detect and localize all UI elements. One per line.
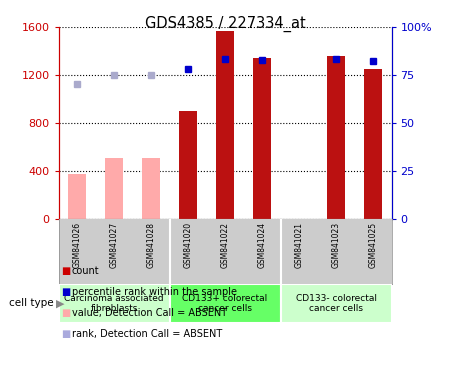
Bar: [253, 58, 271, 219]
Text: ■: ■: [61, 308, 70, 318]
Text: GSM841022: GSM841022: [220, 222, 230, 268]
Text: count: count: [72, 266, 99, 276]
FancyBboxPatch shape: [58, 284, 170, 323]
Bar: [179, 111, 197, 219]
Text: GSM841026: GSM841026: [72, 222, 81, 268]
Text: ■: ■: [61, 287, 70, 297]
Text: ■: ■: [61, 266, 70, 276]
Text: GSM841020: GSM841020: [184, 222, 193, 268]
Text: Carcinoma associated
fibroblasts: Carcinoma associated fibroblasts: [64, 294, 164, 313]
Text: GDS4385 / 227334_at: GDS4385 / 227334_at: [144, 15, 306, 31]
FancyBboxPatch shape: [280, 284, 392, 323]
Text: rank, Detection Call = ABSENT: rank, Detection Call = ABSENT: [72, 329, 222, 339]
Text: GSM841025: GSM841025: [369, 222, 378, 268]
Text: CD133- colorectal
cancer cells: CD133- colorectal cancer cells: [296, 294, 377, 313]
Text: ■: ■: [61, 329, 70, 339]
Text: CD133+ colorectal
cancer cells: CD133+ colorectal cancer cells: [182, 294, 268, 313]
Bar: [105, 158, 123, 219]
Bar: [68, 174, 86, 219]
Text: GSM841023: GSM841023: [332, 222, 341, 268]
Text: ▶: ▶: [56, 298, 65, 308]
Bar: [142, 158, 160, 219]
Text: GSM841024: GSM841024: [257, 222, 266, 268]
Text: GSM841027: GSM841027: [109, 222, 118, 268]
Bar: [327, 56, 345, 219]
Text: value, Detection Call = ABSENT: value, Detection Call = ABSENT: [72, 308, 227, 318]
Text: percentile rank within the sample: percentile rank within the sample: [72, 287, 237, 297]
Text: GSM841021: GSM841021: [294, 222, 303, 268]
Text: GSM841028: GSM841028: [147, 222, 156, 268]
Bar: [364, 69, 382, 219]
FancyBboxPatch shape: [170, 284, 280, 323]
Bar: [216, 31, 234, 219]
Text: cell type: cell type: [9, 298, 54, 308]
